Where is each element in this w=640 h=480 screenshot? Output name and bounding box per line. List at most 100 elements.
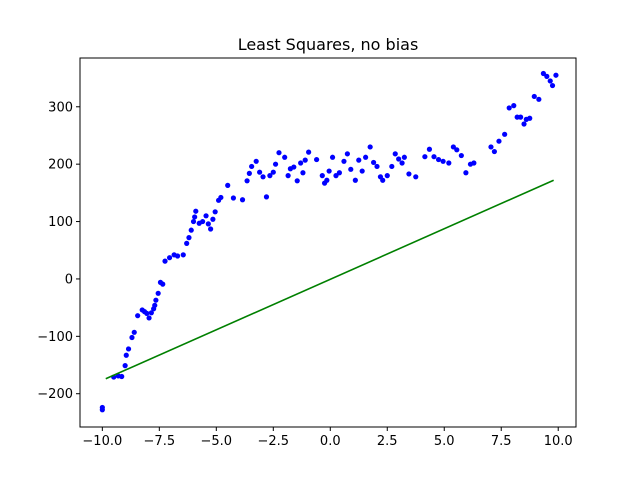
data-point bbox=[488, 144, 494, 150]
data-point bbox=[329, 154, 336, 160]
data-point bbox=[218, 194, 224, 201]
data-point bbox=[450, 144, 456, 150]
data-point bbox=[239, 197, 246, 203]
data-point bbox=[203, 213, 209, 219]
data-point bbox=[326, 168, 332, 174]
x-tick-label: 2.5 bbox=[377, 434, 398, 449]
y-tick-label: 300 bbox=[48, 100, 73, 115]
data-point bbox=[188, 227, 194, 233]
data-point bbox=[166, 255, 173, 261]
data-point bbox=[367, 144, 373, 150]
data-point bbox=[440, 158, 446, 164]
data-point bbox=[392, 151, 398, 157]
data-point bbox=[496, 138, 502, 144]
data-point bbox=[244, 178, 250, 184]
data-point bbox=[531, 93, 537, 100]
data-point bbox=[319, 173, 325, 179]
data-point bbox=[162, 258, 168, 264]
data-point bbox=[119, 373, 125, 380]
data-point bbox=[270, 169, 276, 175]
y-tick-label: 200 bbox=[48, 158, 73, 173]
x-tick-label: −7.5 bbox=[144, 434, 176, 449]
data-point bbox=[225, 182, 231, 188]
data-point bbox=[152, 302, 158, 308]
data-point bbox=[294, 178, 300, 184]
data-point bbox=[135, 313, 141, 319]
data-point bbox=[380, 177, 386, 183]
data-point bbox=[471, 160, 477, 166]
data-point bbox=[553, 72, 559, 78]
plot-area bbox=[99, 70, 559, 413]
data-point bbox=[406, 171, 412, 177]
data-point bbox=[549, 82, 556, 89]
data-point bbox=[426, 146, 433, 152]
data-point bbox=[363, 154, 369, 160]
data-point bbox=[300, 170, 306, 176]
data-point bbox=[210, 216, 216, 222]
data-point bbox=[352, 177, 358, 183]
data-point bbox=[146, 315, 152, 321]
data-point bbox=[200, 218, 206, 225]
data-point bbox=[257, 169, 263, 175]
data-point bbox=[298, 160, 304, 166]
data-point bbox=[511, 103, 517, 109]
data-point bbox=[324, 177, 330, 183]
data-point bbox=[208, 226, 214, 232]
data-point bbox=[160, 281, 166, 287]
data-point bbox=[253, 158, 259, 164]
data-point bbox=[186, 235, 192, 241]
x-tick-label: 5.0 bbox=[434, 434, 455, 449]
data-point bbox=[272, 161, 279, 167]
data-point bbox=[506, 105, 512, 111]
x-tick-label: −5.0 bbox=[201, 434, 233, 449]
axes-frame bbox=[79, 57, 577, 428]
data-point bbox=[336, 170, 342, 176]
data-point bbox=[99, 404, 105, 411]
data-point bbox=[129, 334, 135, 341]
y-tick-label: −200 bbox=[37, 387, 73, 402]
data-point bbox=[547, 78, 553, 84]
data-point bbox=[544, 73, 550, 79]
data-point bbox=[502, 131, 508, 137]
data-point bbox=[285, 173, 291, 179]
x-tick-label: 0.0 bbox=[320, 434, 341, 449]
y-tick-label: 0 bbox=[65, 272, 73, 287]
y-tick-label: −100 bbox=[37, 330, 73, 345]
x-tick-label: −10.0 bbox=[82, 434, 122, 449]
data-point bbox=[230, 195, 236, 201]
data-point bbox=[491, 148, 497, 155]
data-point bbox=[212, 209, 218, 215]
data-point bbox=[282, 154, 288, 160]
data-point bbox=[314, 156, 320, 163]
data-point bbox=[205, 221, 211, 227]
y-axis: −200 −100 0 100 200 300 bbox=[37, 100, 80, 402]
x-tick-label: −2.5 bbox=[258, 434, 290, 449]
data-point bbox=[122, 363, 128, 369]
data-point bbox=[267, 173, 273, 179]
data-point bbox=[458, 152, 464, 159]
data-point bbox=[123, 352, 129, 358]
data-point bbox=[384, 173, 390, 179]
data-point bbox=[291, 164, 297, 170]
data-point bbox=[540, 70, 547, 77]
data-point bbox=[521, 121, 527, 127]
data-point bbox=[190, 218, 197, 225]
data-point bbox=[435, 156, 442, 163]
data-point bbox=[153, 297, 159, 303]
data-point bbox=[246, 170, 252, 176]
data-point bbox=[276, 150, 282, 156]
data-point bbox=[399, 160, 405, 166]
data-point bbox=[518, 114, 524, 120]
x-tick-label: 10.0 bbox=[544, 434, 573, 449]
data-point bbox=[389, 163, 395, 170]
data-point bbox=[263, 194, 270, 200]
chart-title: Least Squares, no bias bbox=[238, 35, 419, 54]
x-tick-label: 7.5 bbox=[491, 434, 512, 449]
data-point bbox=[527, 115, 533, 121]
data-point bbox=[370, 159, 377, 166]
data-point bbox=[125, 346, 132, 352]
data-point bbox=[333, 173, 339, 179]
data-point bbox=[341, 158, 347, 164]
